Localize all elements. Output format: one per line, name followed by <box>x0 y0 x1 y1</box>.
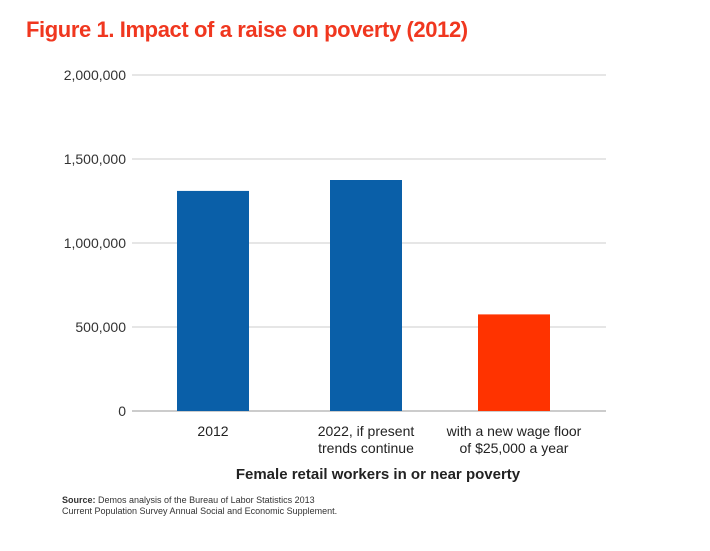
x-tick-label: 2012 <box>197 423 228 439</box>
source-label: Source: <box>62 495 96 505</box>
y-tick-label: 1,500,000 <box>64 151 126 167</box>
source-note: Source: Demos analysis of the Bureau of … <box>62 495 337 517</box>
bar <box>330 180 402 411</box>
y-tick-label: 500,000 <box>75 319 126 335</box>
y-tick-label: 1,000,000 <box>64 235 126 251</box>
x-tick-label: 2022, if present trends continue <box>318 423 415 456</box>
bar <box>177 190 249 411</box>
y-tick-label: 2,000,000 <box>64 67 126 83</box>
source-line-1: Demos analysis of the Bureau of Labor St… <box>98 495 315 505</box>
y-tick-label: 0 <box>118 403 126 419</box>
x-tick-label: with a new wage floor of $25,000 a year <box>446 423 582 456</box>
x-axis-title: Female retail workers in or near poverty <box>236 466 521 483</box>
source-line-2: Current Population Survey Annual Social … <box>62 506 338 516</box>
figure-title: Figure 1. Impact of a raise on poverty (… <box>26 17 468 42</box>
bar <box>478 314 550 411</box>
